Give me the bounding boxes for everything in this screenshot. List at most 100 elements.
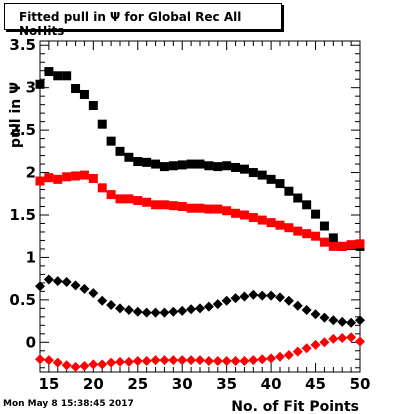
series-4-point xyxy=(346,332,357,343)
x-tick-label: 45 xyxy=(305,375,326,393)
series-3-point xyxy=(150,307,161,318)
series-2-point xyxy=(355,239,365,249)
series-1-point xyxy=(53,71,63,81)
series-2-point xyxy=(319,237,329,247)
series-4-point xyxy=(141,355,152,366)
series-4-point xyxy=(275,351,285,362)
series-3-point xyxy=(257,290,268,301)
series-1-point xyxy=(79,89,89,99)
series-1-point xyxy=(142,157,152,167)
series-3-point xyxy=(177,305,188,316)
x-tick-label: 30 xyxy=(172,375,193,393)
series-4-point xyxy=(328,333,339,344)
series-4-point xyxy=(106,357,117,368)
series-2-point xyxy=(62,172,72,182)
series-1-point xyxy=(319,221,329,231)
series-2-point xyxy=(168,201,178,211)
series-1-point xyxy=(97,119,107,129)
series-1-point xyxy=(168,161,178,171)
series-3-point xyxy=(319,312,330,323)
series-1-point xyxy=(284,186,294,196)
series-2-point xyxy=(328,241,338,251)
series-4-point xyxy=(221,355,232,366)
series-3-point xyxy=(159,307,170,318)
series-4-point xyxy=(43,355,54,366)
series-4-point xyxy=(97,359,108,370)
series-1-point xyxy=(231,162,241,172)
series-3-point xyxy=(239,291,250,302)
series-1-point xyxy=(159,162,169,172)
series-1-point xyxy=(302,200,312,210)
series-1-point xyxy=(35,79,45,89)
series-2-point xyxy=(71,171,81,181)
series-4-point xyxy=(239,355,250,366)
series-1-point xyxy=(124,152,134,162)
series-3-point xyxy=(275,292,285,303)
series-2-point xyxy=(159,200,169,210)
series-4-point xyxy=(248,355,259,366)
series-1-point xyxy=(266,174,276,184)
y-tick-label: 0 xyxy=(26,333,36,351)
title-box: Fitted pull in Ψ for Global Rec All NoHi… xyxy=(4,3,282,38)
series-1-point xyxy=(88,101,98,111)
series-4-point xyxy=(35,354,45,365)
series-4-point xyxy=(355,336,365,347)
series-4-point xyxy=(292,346,303,357)
series-2-point xyxy=(151,200,161,210)
series-1-point xyxy=(177,160,187,170)
series-3-point xyxy=(248,289,259,300)
series-2-point xyxy=(79,170,89,180)
series-2-point xyxy=(186,203,196,213)
series-2-point xyxy=(88,173,98,183)
series-2-point xyxy=(53,174,63,184)
series-3-point xyxy=(61,277,72,288)
series-2-point xyxy=(231,208,241,218)
series-2-point xyxy=(275,220,285,230)
series-2-point xyxy=(106,190,116,200)
series-2-point xyxy=(346,240,356,250)
series-1-point xyxy=(311,209,321,219)
series-2-point xyxy=(177,202,187,211)
series-1-point xyxy=(222,161,232,171)
series-4-point xyxy=(132,355,143,366)
series-2-point xyxy=(133,196,143,206)
y-tick-label: 2.5 xyxy=(9,121,36,139)
x-tick-label: 40 xyxy=(261,375,282,393)
series-3-point xyxy=(337,316,348,327)
series-2-point xyxy=(142,197,152,207)
series-3-point xyxy=(292,300,303,311)
series-1-point xyxy=(213,162,223,172)
series-1-point xyxy=(115,146,125,156)
series-2-point xyxy=(204,204,214,214)
series-3-point xyxy=(168,306,179,317)
series-2-point xyxy=(293,226,303,236)
y-tick-label: 1.5 xyxy=(9,206,36,224)
series-4-point xyxy=(177,355,188,366)
series-4-point xyxy=(159,355,170,366)
series-2-point xyxy=(97,183,107,193)
series-1-point xyxy=(71,84,81,94)
series-3-point xyxy=(221,295,232,306)
y-tick-label: 3.5 xyxy=(9,36,36,54)
series-1-point xyxy=(328,233,338,243)
series-1-point xyxy=(204,161,214,171)
series-3-point xyxy=(301,305,312,316)
series-4-point xyxy=(168,355,179,366)
series-1-point xyxy=(293,193,303,203)
series-4-point xyxy=(186,355,197,366)
series-3-point xyxy=(43,274,54,285)
series-3-point xyxy=(283,295,294,306)
x-tick-label: 35 xyxy=(216,375,237,393)
series-2-point xyxy=(266,218,276,228)
x-tick-label: 15 xyxy=(38,375,59,393)
series-2-point xyxy=(124,194,134,204)
series-4-point xyxy=(257,354,268,365)
series-4-point xyxy=(337,333,348,344)
series-1-point xyxy=(195,159,205,169)
series-3-point xyxy=(70,280,81,291)
series-3-point xyxy=(52,276,63,287)
series-4-point xyxy=(150,355,161,366)
y-axis-title: pull in Ψ xyxy=(8,82,24,148)
y-axis: 0 0.5 1 1.5 2 2.5 3 3.5 xyxy=(9,36,360,369)
